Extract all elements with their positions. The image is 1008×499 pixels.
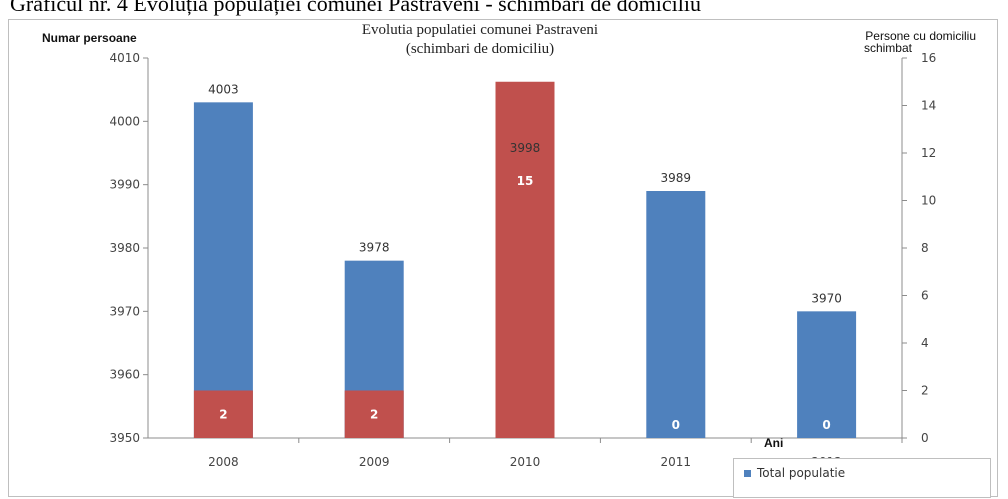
bar-schimbari-domiciliu	[344, 390, 404, 438]
y-tick-label: 3970	[109, 304, 140, 318]
y-axis-label: Numar persoane	[42, 31, 137, 45]
y2-tick-label: 10	[921, 194, 936, 208]
y2-tick-label: 0	[921, 431, 929, 445]
bar-schimbari-domiciliu	[495, 81, 555, 438]
y2-axis-label-line1: Persone cu domiciliu	[865, 29, 976, 43]
y-tick-label: 3950	[109, 431, 140, 445]
data-label-total-populatie: 4003	[208, 82, 239, 96]
y2-tick-label: 8	[921, 241, 929, 255]
data-label-total-populatie: 3998	[510, 141, 541, 155]
legend-label: Total populatie	[757, 466, 846, 480]
y2-tick-label: 4	[921, 336, 929, 350]
x-tick-label: 2008	[208, 455, 239, 469]
bar-schimbari-domiciliu	[193, 390, 253, 438]
x-tick-label: 2010	[510, 455, 541, 469]
chart-title-line2: (schimbari de domiciliu)	[406, 41, 554, 57]
y2-tick-label: 2	[921, 384, 929, 398]
data-label-schimbari-domiciliu: 0	[822, 418, 830, 432]
y-tick-label: 3980	[109, 241, 140, 255]
figure-caption: Graficul nr. 4 Evoluția populației comun…	[10, 0, 701, 16]
x-tick-label: 2009	[359, 455, 390, 469]
y2-tick-label: 14	[921, 99, 936, 113]
data-label-schimbari-domiciliu: 2	[370, 407, 378, 421]
data-label-total-populatie: 3970	[811, 291, 842, 305]
x-axis-label: Ani	[764, 436, 783, 450]
y2-tick-label: 12	[921, 146, 936, 160]
y2-tick-label: 6	[921, 289, 929, 303]
data-label-total-populatie: 3989	[661, 171, 692, 185]
data-label-schimbari-domiciliu: 15	[517, 174, 534, 188]
legend-item-total-populatie: Total populatie	[744, 466, 845, 480]
data-label-total-populatie: 3978	[359, 241, 390, 255]
y2-tick-label: 16	[921, 51, 936, 65]
y2-axis-label-line2: schimbat	[864, 41, 913, 55]
bar-total-populatie	[193, 102, 253, 438]
y-tick-label: 4010	[109, 51, 140, 65]
data-label-schimbari-domiciliu: 2	[219, 407, 227, 421]
y-tick-label: 4000	[109, 114, 140, 128]
y-tick-label: 3960	[109, 368, 140, 382]
y-tick-label: 3990	[109, 178, 140, 192]
x-tick-label: 2011	[661, 455, 692, 469]
bar-total-populatie	[797, 311, 857, 438]
bar-total-populatie	[646, 191, 706, 438]
legend-swatch-blue	[744, 469, 751, 477]
chart-title-line1: Evolutia populatiei comunei Pastraveni	[362, 22, 598, 38]
legend: Total populatie	[733, 458, 991, 498]
data-label-schimbari-domiciliu: 0	[672, 418, 680, 432]
